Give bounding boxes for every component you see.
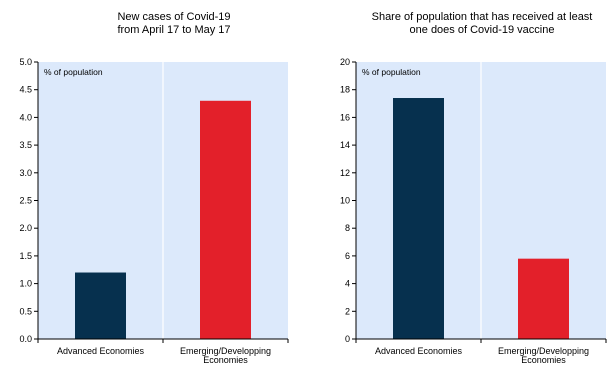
y-tick-label: 6 (345, 251, 350, 261)
chart-2: Share of population that has received at… (340, 11, 607, 365)
category-label: Emerging/Developping (180, 346, 271, 356)
unit-label: % of population (44, 67, 103, 77)
y-tick-label: 3.5 (19, 140, 32, 150)
chart-title-line: from April 17 to May 17 (117, 24, 230, 36)
y-tick-label: 0.5 (19, 306, 32, 316)
y-tick-label: 14 (340, 140, 350, 150)
bar-2 (518, 258, 569, 339)
y-tick-label: 1.5 (19, 251, 32, 261)
y-tick-label: 4.5 (19, 85, 32, 95)
unit-label: % of population (362, 67, 421, 77)
y-tick-label: 4.0 (19, 112, 32, 122)
category-label: Economies (203, 355, 248, 365)
y-tick-label: 20 (340, 57, 350, 67)
y-tick-label: 0 (345, 334, 350, 344)
y-tick-label: 5.0 (19, 57, 32, 67)
y-tick-label: 2 (345, 306, 350, 316)
y-tick-label: 3.0 (19, 168, 32, 178)
y-tick-label: 8 (345, 223, 350, 233)
bar-2 (200, 100, 251, 339)
y-tick-label: 10 (340, 196, 350, 206)
chart-title-line: New cases of Covid-19 (117, 11, 230, 23)
y-tick-label: 18 (340, 85, 350, 95)
bar-1 (75, 272, 126, 339)
chart-title-line: one does of Covid-19 vaccine (410, 24, 555, 36)
chart-title-line: Share of population that has received at… (372, 11, 593, 23)
y-tick-label: 2.5 (19, 196, 32, 206)
y-tick-label: 12 (340, 168, 350, 178)
y-tick-label: 1.0 (19, 279, 32, 289)
category-label: Economies (521, 355, 566, 365)
category-label: Advanced Economies (57, 346, 145, 356)
y-tick-label: 2.0 (19, 223, 32, 233)
category-label: Emerging/Developping (498, 346, 589, 356)
y-tick-label: 0.0 (19, 334, 32, 344)
y-tick-label: 16 (340, 112, 350, 122)
category-label: Advanced Economies (375, 346, 463, 356)
y-tick-label: 4 (345, 279, 350, 289)
bar-1 (393, 98, 444, 339)
